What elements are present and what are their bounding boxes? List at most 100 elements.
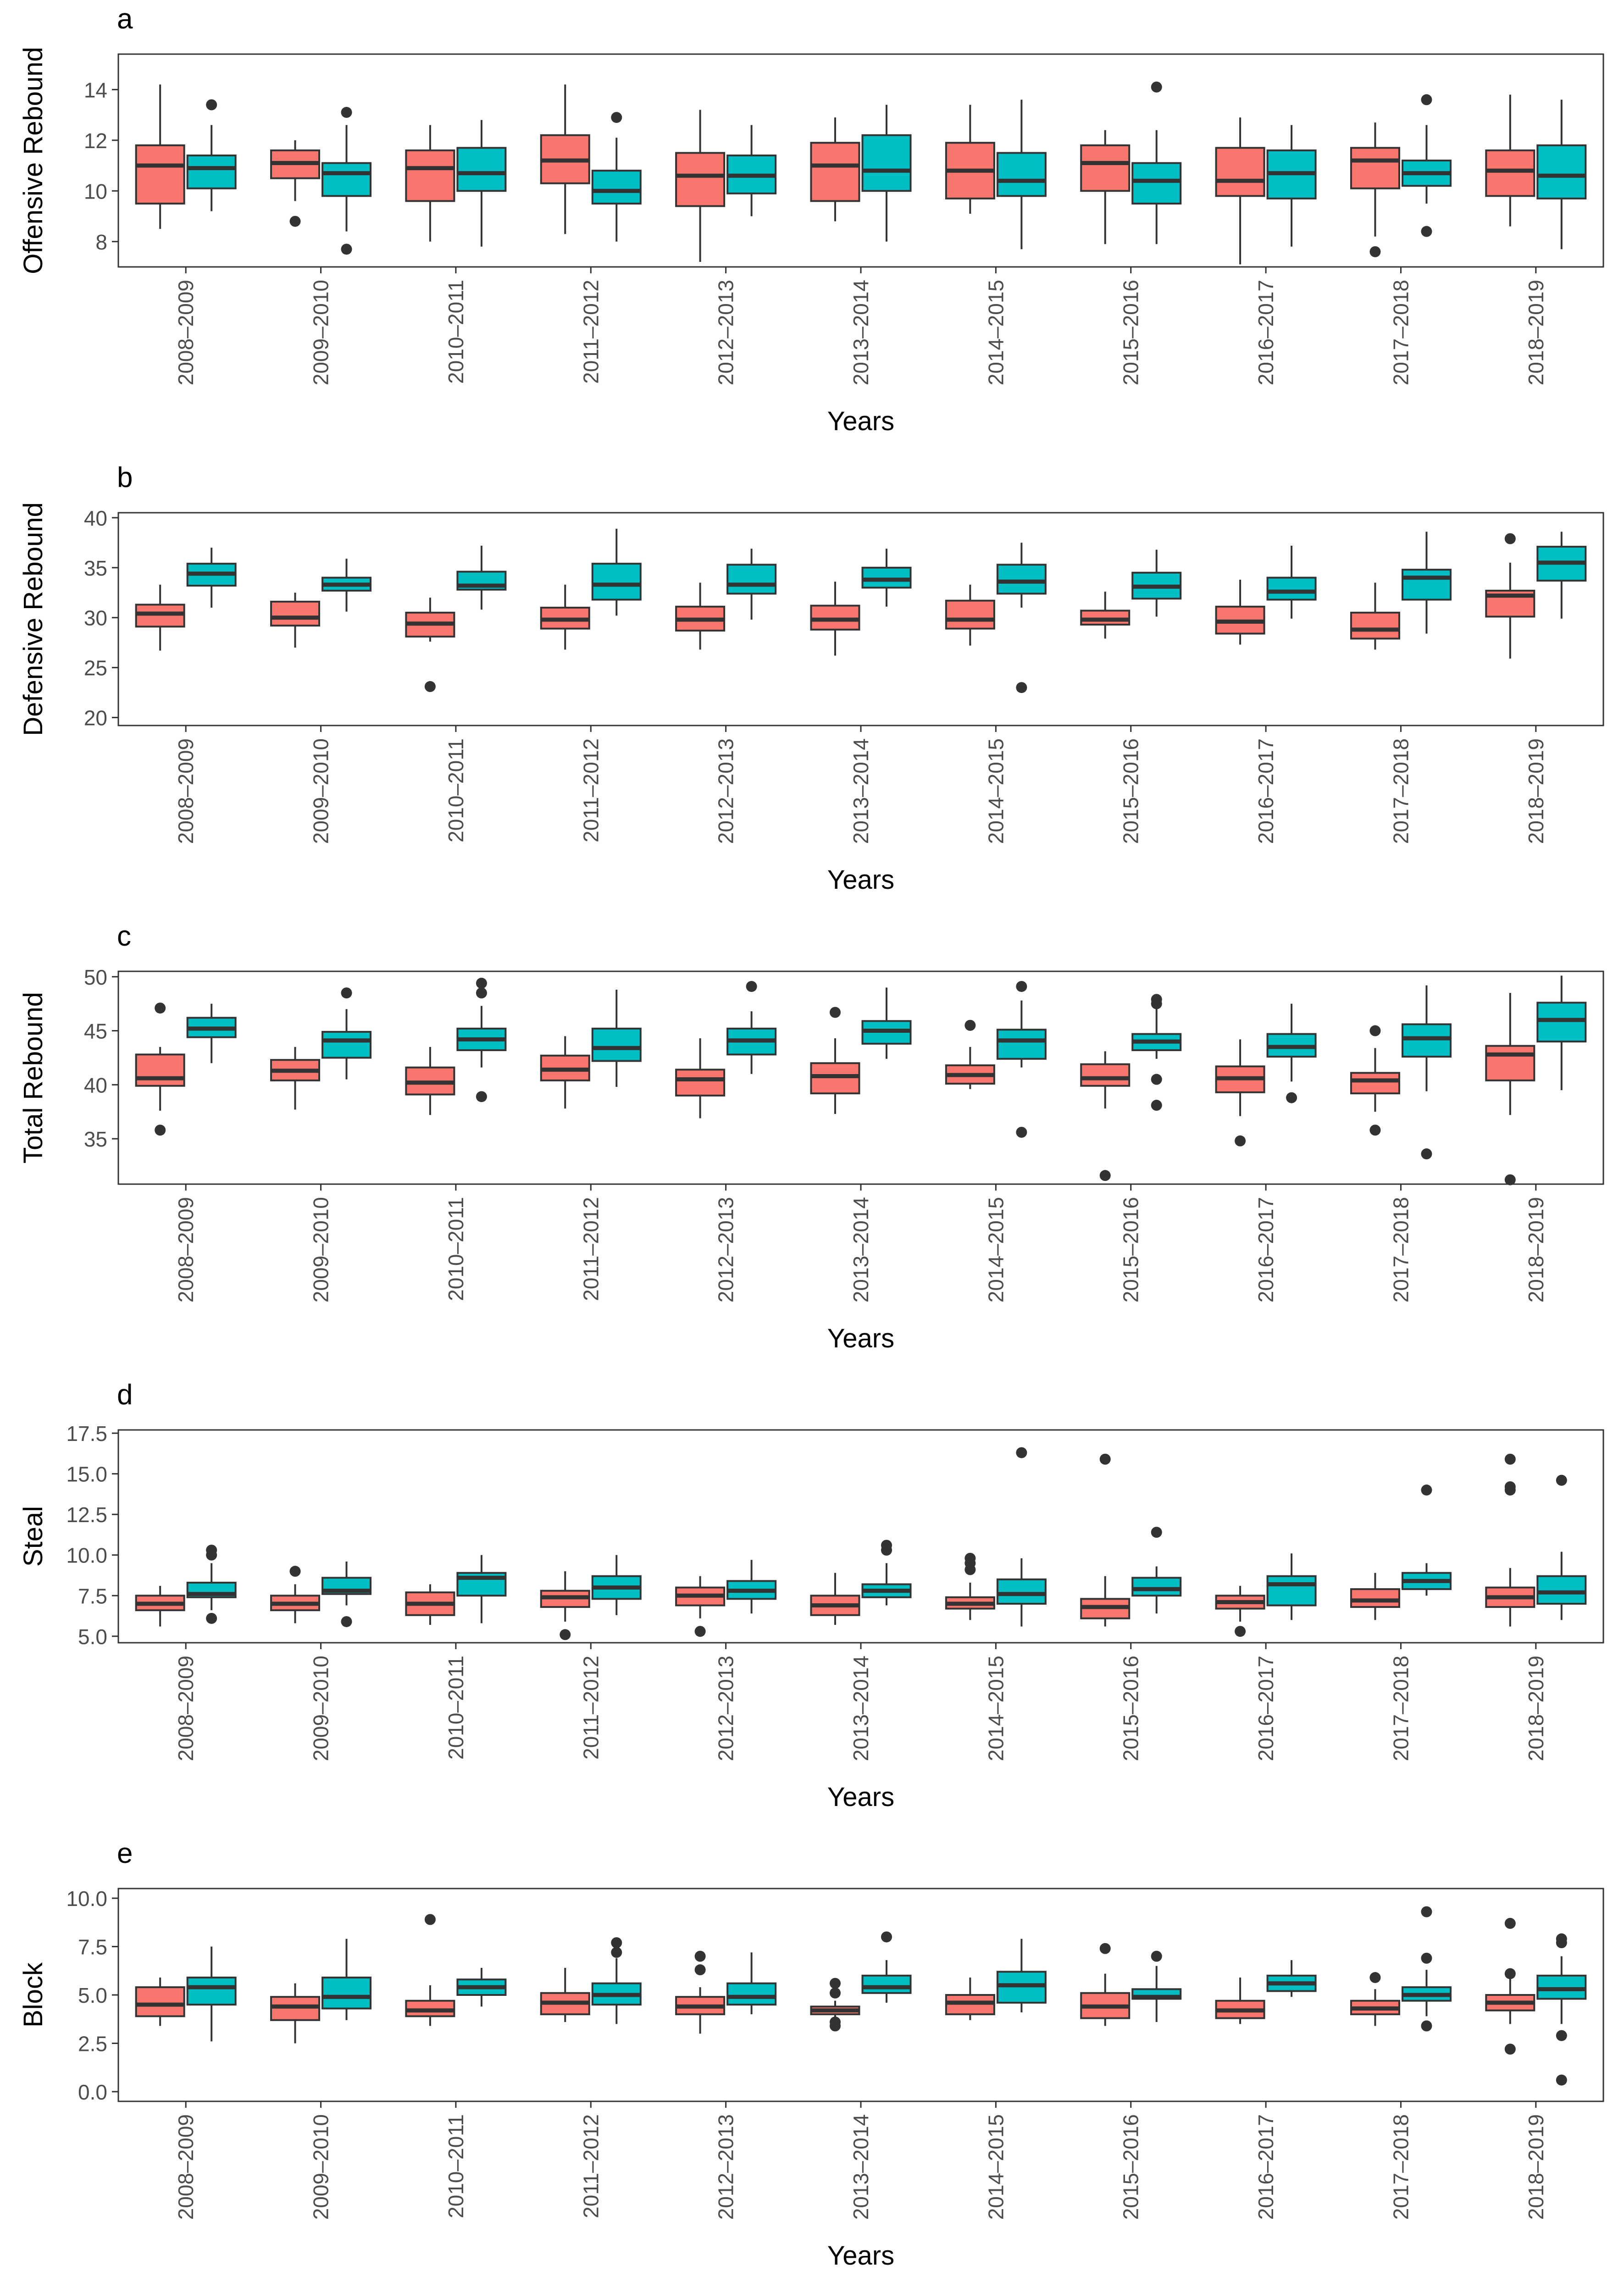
box-group1-1 xyxy=(270,1566,321,1623)
box-group2-6 xyxy=(996,100,1047,249)
box-iqr xyxy=(861,1974,912,1994)
box-group1-4 xyxy=(675,1038,726,1119)
box-group1-4 xyxy=(675,1576,726,1637)
y-tick-label: 7.5 xyxy=(78,1584,107,1608)
outlier-point xyxy=(560,1629,571,1640)
panel-label: c xyxy=(117,920,131,952)
box-group1-6 xyxy=(945,1552,995,1620)
box-iqr xyxy=(996,564,1047,595)
box-group1-9 xyxy=(1350,582,1400,650)
box-group2-5 xyxy=(861,105,912,242)
outlier-point xyxy=(1016,682,1027,693)
box-group2-7 xyxy=(1131,1950,1182,2022)
outlier-point xyxy=(1151,1950,1162,1962)
box-group2-10 xyxy=(1536,532,1587,619)
box-group1-4 xyxy=(675,1950,726,2034)
outlier-point xyxy=(155,1125,166,1136)
box-group1-0 xyxy=(135,1003,185,1136)
y-tick-label: 35 xyxy=(84,1127,107,1151)
x-axis-title: Years xyxy=(827,1782,894,1812)
x-axis-title: Years xyxy=(827,865,894,895)
outlier-point xyxy=(1016,1447,1027,1458)
box-group2-6 xyxy=(996,1939,1047,2012)
box-group2-6 xyxy=(996,981,1047,1138)
outlier-point xyxy=(476,977,487,989)
box-group2-8 xyxy=(1266,1960,1317,1997)
box-group2-8 xyxy=(1266,1553,1317,1620)
outlier-point xyxy=(155,1003,166,1014)
box-group2-2 xyxy=(456,120,507,247)
outlier-point xyxy=(830,1987,841,1999)
box-group2-3 xyxy=(591,1555,642,1615)
box-group1-8 xyxy=(1215,1978,1265,2024)
box-group2-9 xyxy=(1401,94,1452,237)
x-tick-label: 2015–2016 xyxy=(1119,2114,1143,2220)
x-axis-title: Years xyxy=(827,2241,894,2271)
box-group1-1 xyxy=(270,1047,321,1110)
outlier-point xyxy=(964,1019,976,1031)
outlier-point xyxy=(611,112,622,123)
box-iqr xyxy=(405,149,455,202)
y-axis-title: Steal xyxy=(18,1506,48,1567)
box-group1-2 xyxy=(405,1584,455,1625)
box-group2-9 xyxy=(1401,1485,1452,1596)
box-group2-9 xyxy=(1401,532,1452,634)
box-group1-9 xyxy=(1350,1573,1400,1620)
y-axis-title: Offensive Rebound xyxy=(18,47,48,274)
box-iqr xyxy=(135,144,185,205)
y-tick-label: 25 xyxy=(84,656,107,680)
box-group1-10 xyxy=(1485,533,1535,659)
outlier-point xyxy=(1016,981,1027,992)
x-tick-label: 2017–2018 xyxy=(1389,1197,1413,1302)
outlier-point xyxy=(611,1947,622,1958)
box-group1-5 xyxy=(810,1573,860,1625)
x-tick-label: 2016–2017 xyxy=(1254,738,1278,844)
panel-label: d xyxy=(117,1379,133,1411)
box-group1-3 xyxy=(540,1571,590,1640)
outlier-point xyxy=(1369,1025,1381,1036)
box-iqr xyxy=(810,142,860,202)
y-tick-label: 8 xyxy=(95,230,107,254)
box-group1-5 xyxy=(810,117,860,222)
box-group2-1 xyxy=(321,1939,372,2020)
outlier-point xyxy=(206,99,217,111)
box-group2-8 xyxy=(1266,125,1317,247)
box-group2-3 xyxy=(591,528,642,616)
outlier-point xyxy=(341,244,352,255)
box-group2-0 xyxy=(186,99,237,211)
x-tick-label: 2011–2012 xyxy=(579,1197,603,1301)
outlier-point xyxy=(289,216,301,227)
box-group2-6 xyxy=(996,543,1047,693)
x-tick-label: 2015–2016 xyxy=(1119,738,1143,844)
outlier-point xyxy=(1235,1135,1246,1147)
box-group2-6 xyxy=(996,1447,1047,1627)
box-group1-6 xyxy=(945,584,995,646)
box-iqr xyxy=(270,600,321,627)
outlier-point xyxy=(1151,1100,1162,1111)
x-tick-label: 2011–2012 xyxy=(579,280,603,384)
x-tick-label: 2015–2016 xyxy=(1119,280,1143,385)
box-group1-5 xyxy=(810,1007,860,1114)
box-group1-6 xyxy=(945,105,995,214)
outlier-point xyxy=(1556,2074,1567,2086)
box-group1-7 xyxy=(1080,1943,1131,2026)
box-group1-10 xyxy=(1485,1453,1535,1627)
box-group2-1 xyxy=(321,987,372,1080)
box-iqr xyxy=(321,162,372,197)
x-axis-title: Years xyxy=(827,1324,894,1353)
outlier-point xyxy=(1421,2020,1432,2032)
outlier-point xyxy=(611,1937,622,1949)
y-tick-label: 15.0 xyxy=(66,1463,107,1486)
y-tick-label: 5.0 xyxy=(78,1983,107,2007)
x-tick-label: 2010–2011 xyxy=(444,738,468,842)
box-group1-0 xyxy=(135,584,185,651)
outlier-point xyxy=(206,1612,217,1624)
box-iqr xyxy=(1131,1577,1182,1597)
box-group1-1 xyxy=(270,593,321,648)
box-group1-0 xyxy=(135,84,185,229)
y-tick-label: 12 xyxy=(84,129,107,153)
box-iqr xyxy=(1401,1023,1452,1058)
y-tick-label: 10 xyxy=(84,179,107,203)
outlier-point xyxy=(746,981,757,992)
y-axis-title: Total Rebound xyxy=(18,992,48,1163)
